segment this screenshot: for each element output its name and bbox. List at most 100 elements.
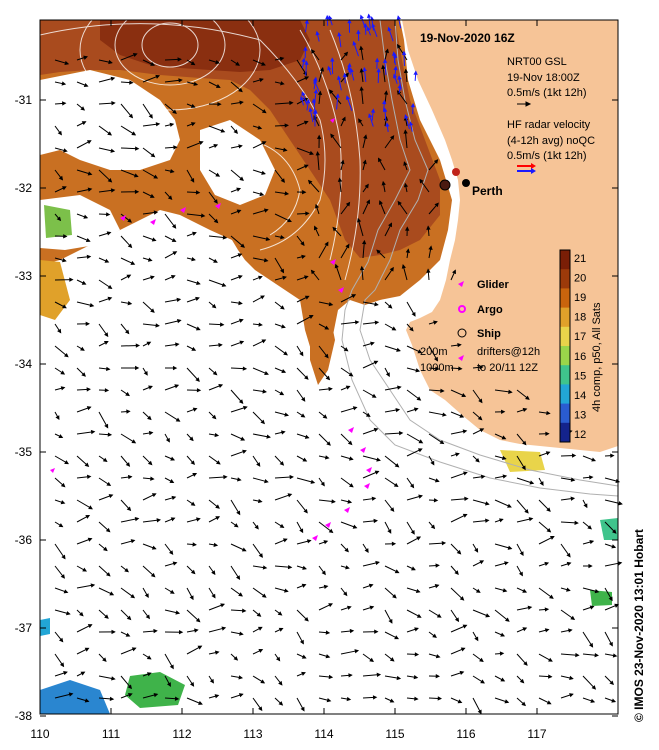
current-vector-head [433, 159, 439, 164]
legend-hf-scale: 0.5m/s (1kt 12h) [507, 150, 586, 162]
current-vector-head [150, 61, 155, 66]
hf-vector-head [385, 122, 390, 127]
current-vector-head [527, 605, 533, 610]
current-vector-head [389, 266, 394, 272]
lat-tick-label: -38 [15, 709, 33, 723]
current-vector-head [166, 682, 171, 687]
current-vector-head [126, 409, 131, 414]
current-vector-head [324, 325, 330, 330]
current-vector-head [81, 372, 86, 377]
current-vector-head [211, 414, 217, 420]
current-vector-head [107, 131, 112, 136]
current-vector-head [169, 589, 175, 594]
current-vector-head [148, 385, 153, 390]
current-vector-head [320, 481, 325, 487]
current-vector-head [477, 415, 483, 421]
current-vector-head [217, 101, 222, 107]
current-vector-head [617, 561, 623, 566]
hf-vector-head [404, 114, 409, 119]
current-vector-head [221, 282, 227, 287]
current-vector-head [347, 605, 352, 610]
colorbar-segment [560, 346, 570, 366]
current-vector-head [220, 128, 226, 133]
current-vector-head [214, 432, 220, 438]
current-vector-head [277, 611, 283, 616]
hf-vector-head [396, 15, 401, 20]
current-vector-head [426, 225, 431, 230]
current-vector-head [259, 77, 264, 83]
current-vector-head [102, 457, 108, 462]
current-vector-head [63, 148, 68, 153]
current-vector-head [151, 545, 157, 550]
current-vector-head [242, 405, 248, 411]
colorbar-tick-label: 14 [574, 390, 586, 402]
current-vector-head [211, 570, 216, 576]
current-vector-head [566, 587, 571, 592]
current-vector-head [90, 583, 96, 588]
hf-vector-head [366, 26, 371, 32]
credit-text: © IMOS 23-Nov-2020 13:01 Hobart [632, 529, 646, 722]
current-vector-head [195, 617, 201, 623]
lat-tick-label: -33 [15, 269, 33, 283]
current-vector-head [475, 588, 481, 593]
current-vector-head [192, 231, 197, 236]
current-vector-head [153, 692, 159, 698]
current-vector-head [304, 434, 310, 439]
current-vector-head [464, 496, 469, 502]
current-vector-head [85, 514, 91, 519]
current-vector-head [395, 407, 401, 413]
legend-drifters-1: drifters@12h [477, 346, 540, 358]
current-vector-head [397, 385, 402, 390]
current-vector-head [212, 370, 218, 376]
current-vector-head [198, 700, 203, 705]
current-vector-head [363, 134, 368, 139]
current-vector-head [352, 524, 358, 529]
current-vector-head [131, 131, 137, 136]
current-vector-head [238, 275, 243, 280]
current-vector-head [191, 346, 197, 351]
current-vector-head [301, 397, 306, 402]
legend-drifter-icon [458, 355, 464, 361]
legend-glider-label: Glider [477, 279, 510, 291]
current-vector-head [222, 235, 228, 240]
isobath-200m [359, 19, 619, 487]
current-vector-head [106, 231, 112, 236]
hf-vector-head [304, 60, 309, 65]
current-vector-head [239, 176, 244, 181]
legend-hf-title: HF radar velocity [507, 119, 591, 131]
drifter-marker [364, 483, 370, 489]
current-vector-head [107, 296, 113, 301]
current-vector-head [171, 238, 177, 242]
current-vector-head [435, 654, 441, 659]
current-vector-head [396, 347, 401, 352]
current-vector-head [524, 508, 529, 514]
current-vector-head [195, 296, 200, 301]
current-vector-head [190, 122, 196, 127]
current-vector-head [110, 148, 116, 153]
latitude-axis: -31 -32 -33 -34 -35 -36 -37 -38 [15, 93, 618, 723]
current-vector-head [459, 413, 465, 418]
current-vector-head [169, 479, 175, 483]
hf-vector-head [304, 19, 309, 24]
current-vector-head [409, 326, 414, 332]
colorbar-tick-label: 17 [574, 331, 586, 343]
current-vector-head [416, 613, 422, 618]
colorbar-tick-label: 18 [574, 312, 586, 324]
current-vector-head [485, 518, 490, 523]
current-vector-head [441, 541, 447, 546]
current-vector-head [57, 328, 62, 334]
current-vector-head [618, 501, 623, 506]
current-vector-head [102, 657, 107, 662]
current-vector-head [127, 243, 133, 249]
drifter-marker [50, 468, 55, 473]
current-vector-head [518, 571, 523, 577]
hf-vector-head [374, 57, 380, 63]
current-vector-head [610, 453, 615, 458]
current-vector-head [501, 435, 507, 440]
hf-vector-head [313, 109, 318, 114]
current-vector-head [352, 406, 358, 411]
colorbar-tick-label: 13 [574, 409, 586, 421]
current-vector-head [522, 627, 528, 632]
current-vector-head [258, 275, 263, 280]
current-vector-head [415, 588, 421, 594]
